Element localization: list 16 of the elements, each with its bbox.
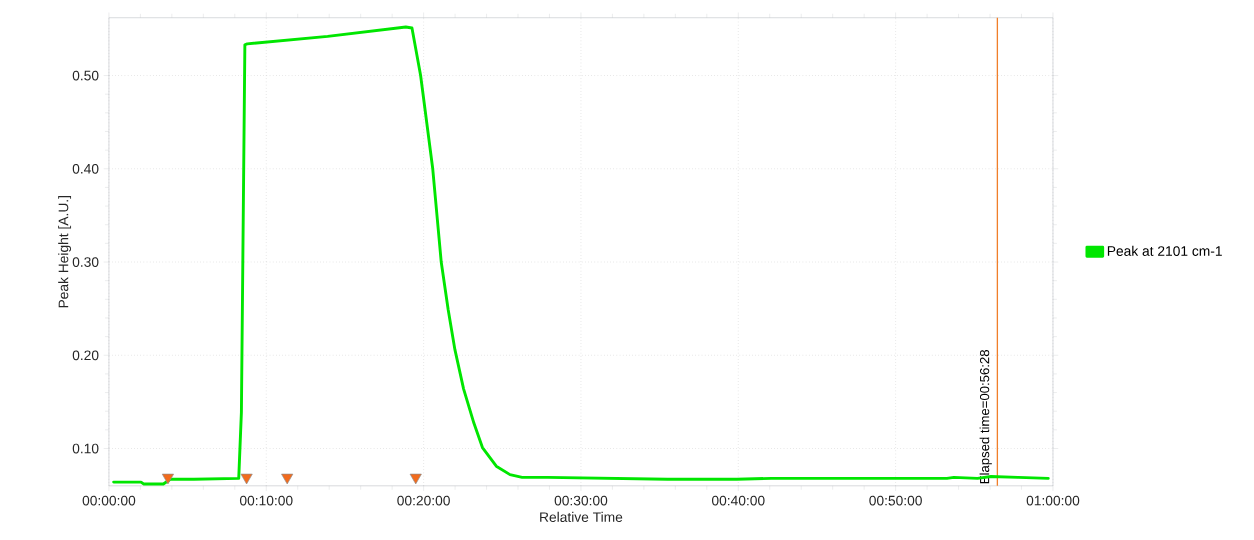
x-tick-label: 00:00:00 xyxy=(82,495,136,506)
x-tick-label: 00:30:00 xyxy=(554,495,608,506)
legend-label: Peak at 2101 cm-1 xyxy=(1107,245,1222,256)
y-tick-label: 0.20 xyxy=(72,350,99,361)
x-tick-label: 00:10:00 xyxy=(239,495,293,506)
x-tick-label: 00:40:00 xyxy=(711,495,765,506)
x-tick-label: 00:50:00 xyxy=(869,495,922,506)
y-axis-title: Peak Height [A.U.] xyxy=(58,196,72,308)
x-axis-title: Relative Time xyxy=(540,511,623,522)
x-tick-label: 00:20:00 xyxy=(397,495,450,506)
y-tick-label: 0.40 xyxy=(72,163,99,174)
ref-line-label: Elapsed time=00:56:28 xyxy=(979,350,992,484)
x-tick-label: 01:00:00 xyxy=(1026,495,1080,506)
y-tick-label: 0.10 xyxy=(72,443,99,454)
y-tick-label: 0.30 xyxy=(72,257,99,267)
y-tick-label: 0.50 xyxy=(72,70,99,81)
